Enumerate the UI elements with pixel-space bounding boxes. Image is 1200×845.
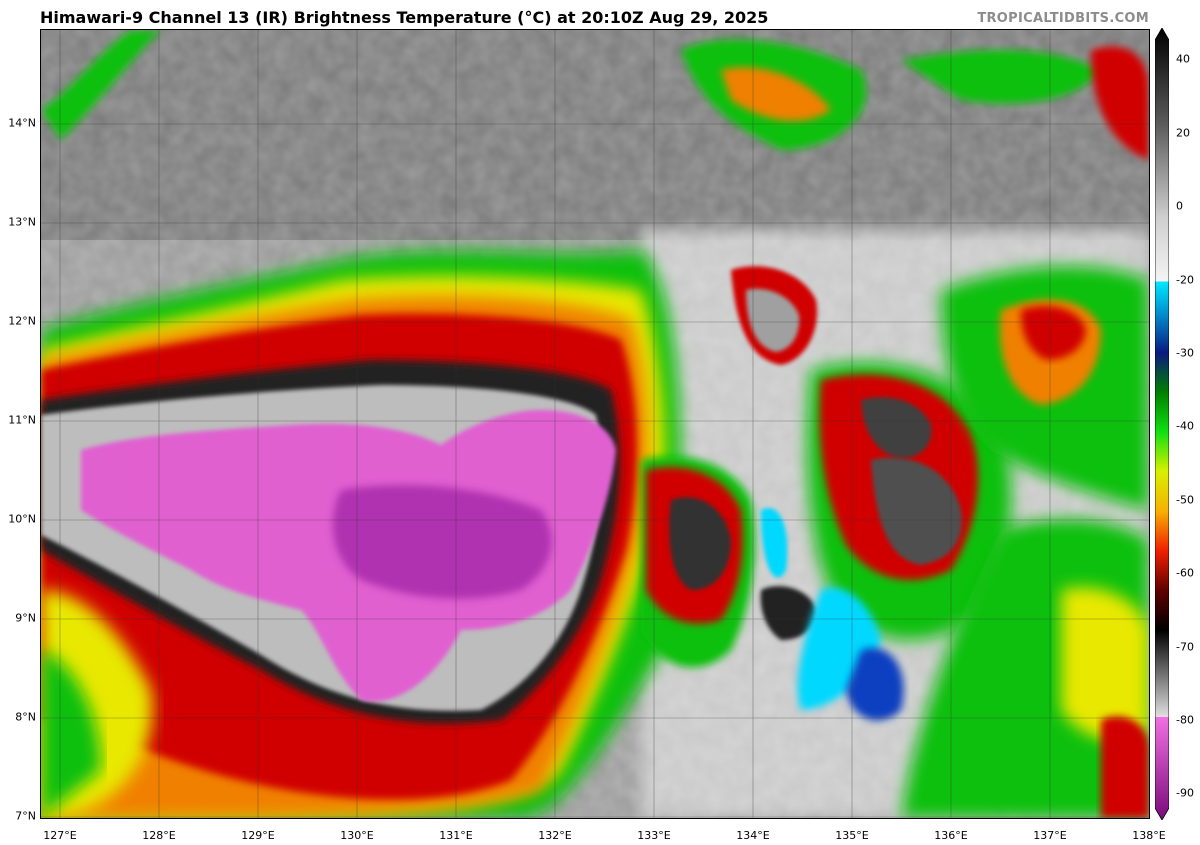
lon-label: 134°E xyxy=(736,829,770,842)
colorbar-label: -40 xyxy=(1176,419,1194,433)
colorbar-label: -90 xyxy=(1176,786,1194,800)
lon-label: 133°E xyxy=(637,829,671,842)
colorbar-label: -20 xyxy=(1176,273,1194,287)
lon-label: 130°E xyxy=(340,829,374,842)
lat-label: 10°N xyxy=(8,512,36,526)
lon-label: 127°E xyxy=(43,829,77,842)
satellite-image xyxy=(40,29,1150,819)
lat-label: 8°N xyxy=(15,710,36,724)
lon-label: 136°E xyxy=(934,829,968,842)
colorbar-label: 40 xyxy=(1176,52,1190,66)
colorbar-label: -80 xyxy=(1176,713,1194,727)
lat-label: 11°N xyxy=(8,413,36,427)
map-title: Himawari-9 Channel 13 (IR) Brightness Te… xyxy=(40,8,769,27)
lat-label: 9°N xyxy=(15,611,36,625)
colorbar-label: -50 xyxy=(1176,493,1194,507)
colorbar-label: -30 xyxy=(1176,346,1194,360)
lon-label: 137°E xyxy=(1033,829,1067,842)
credit-text: TROPICALTIDBITS.COM xyxy=(977,11,1149,26)
lat-label: 14°N xyxy=(8,116,36,130)
colorbar xyxy=(1155,28,1169,820)
colorbar-label: 0 xyxy=(1176,199,1183,213)
lon-label: 135°E xyxy=(835,829,869,842)
lon-label: 129°E xyxy=(241,829,275,842)
lon-label: 132°E xyxy=(538,829,572,842)
lat-label: 12°N xyxy=(8,314,36,328)
colorbar-label: -60 xyxy=(1176,566,1194,580)
colorbar-label: -70 xyxy=(1176,640,1194,654)
lat-label: 13°N xyxy=(8,215,36,229)
lon-label: 131°E xyxy=(439,829,473,842)
lon-label: 138°E xyxy=(1132,829,1166,842)
lon-label: 128°E xyxy=(142,829,176,842)
lat-label: 7°N xyxy=(15,809,36,823)
colorbar-label: 20 xyxy=(1176,126,1190,140)
